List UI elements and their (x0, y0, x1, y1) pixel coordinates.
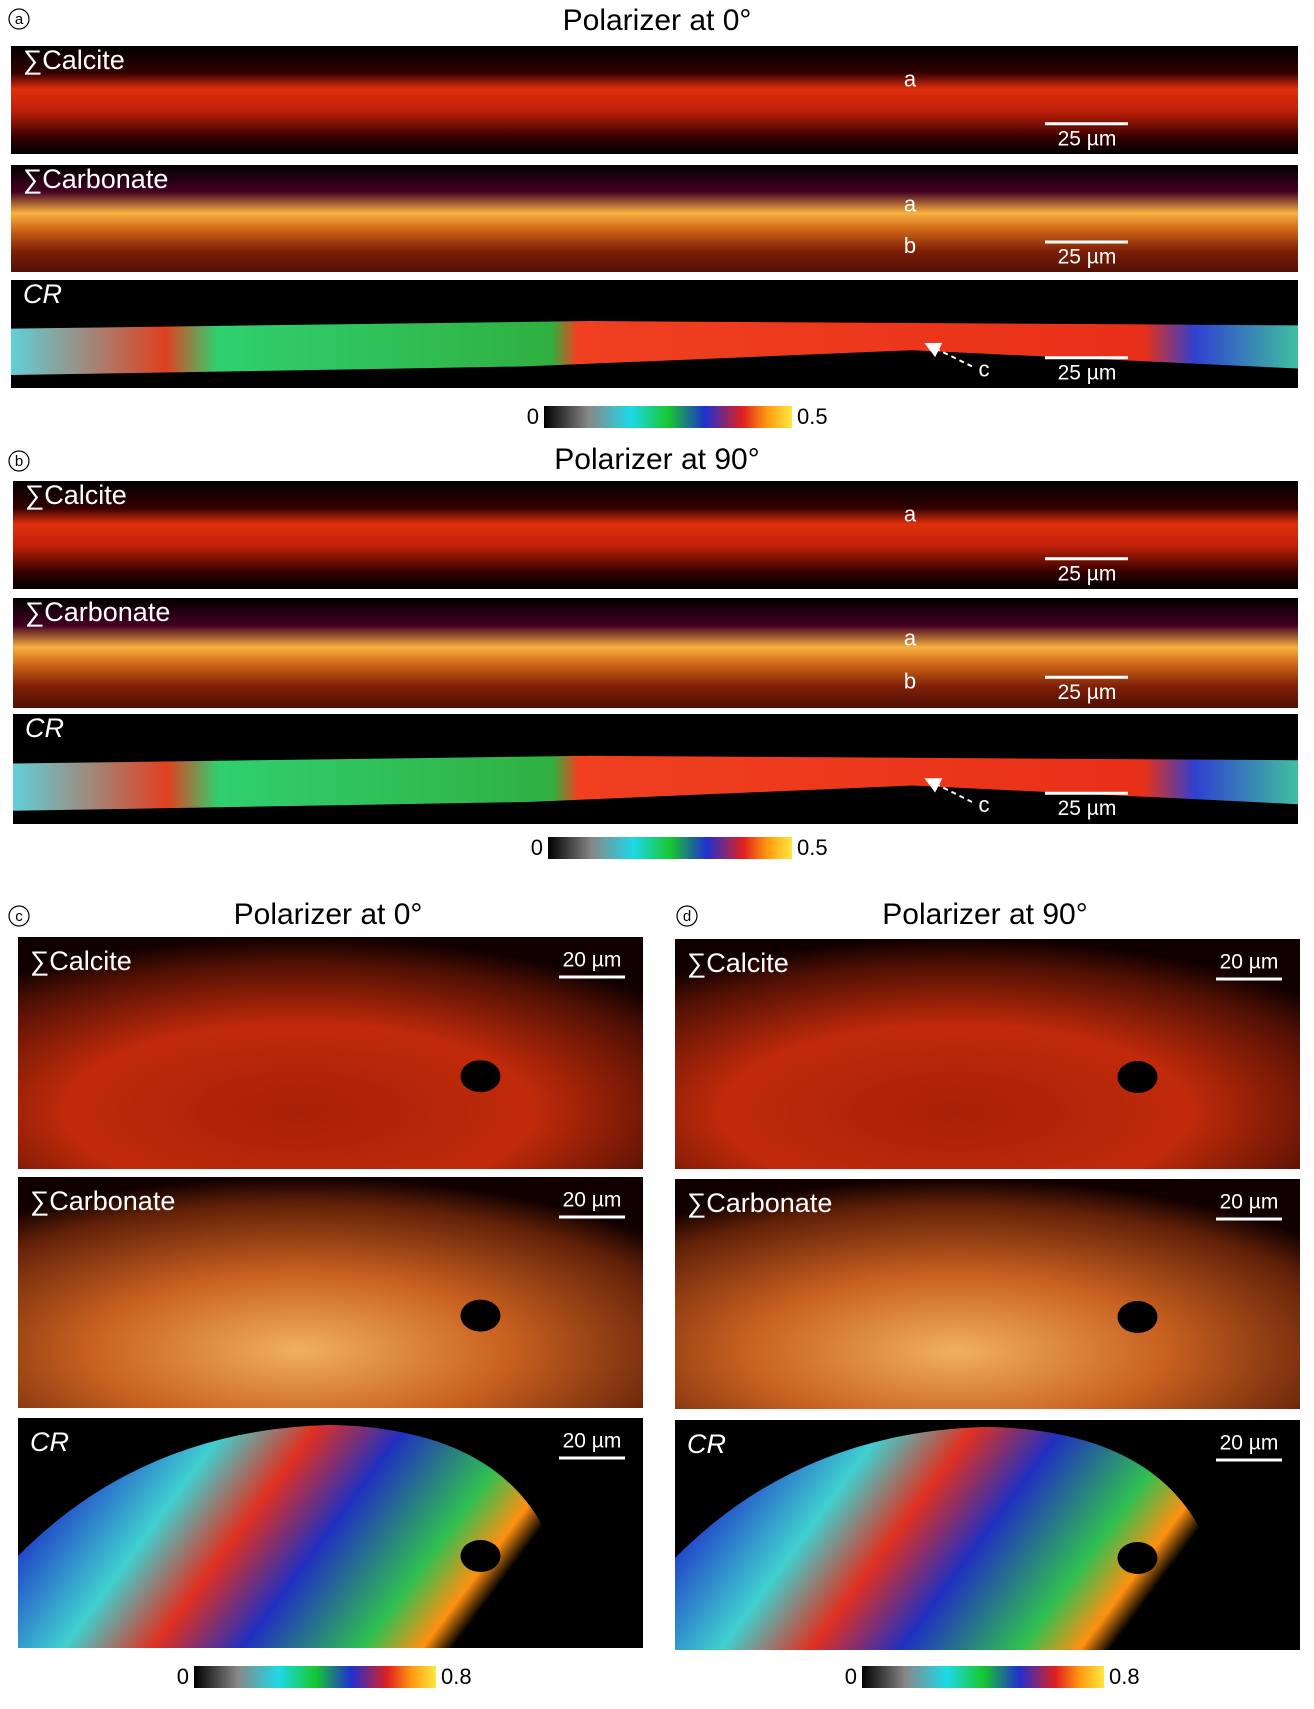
colorbar-max: 0.5 (797, 404, 828, 429)
map-label: ∑Carbonate (23, 164, 168, 194)
panel-label: d (683, 908, 691, 925)
scale-bar-label: 25 µm (1058, 681, 1117, 704)
scale-bar-label: 20 µm (1220, 951, 1279, 974)
map-label: ∑Calcite (25, 480, 127, 510)
page: a Polarizer at 0° 25 µm ∑Calcite a 25 µm ∑Carb… (0, 0, 1314, 1709)
panel-label: a (15, 11, 24, 28)
map-label: CR (23, 279, 62, 309)
colorbar-min: 0 (177, 1664, 189, 1689)
map-hole (461, 1300, 501, 1332)
marker-label: b (904, 233, 916, 258)
map-label: CR (30, 1427, 69, 1457)
scale-bar-label: 20 µm (563, 1430, 622, 1453)
marker-label: a (904, 626, 917, 651)
map-hole (1118, 1301, 1158, 1333)
colorbar (548, 837, 792, 859)
map-hole (1118, 1542, 1158, 1574)
scale-bar-label: 20 µm (1220, 1191, 1279, 1214)
scale-bar-label: 25 µm (1058, 246, 1117, 269)
panel-title: Polarizer at 90° (882, 898, 1087, 931)
map-label: ∑Carbonate (25, 597, 170, 627)
map-label: ∑Carbonate (30, 1186, 175, 1216)
map-hole (461, 1060, 501, 1092)
marker-label: c (979, 792, 990, 817)
panel-label: c (15, 908, 23, 925)
marker-label: b (904, 669, 916, 694)
colorbar-max: 0.8 (1109, 1664, 1140, 1689)
colorbar-min: 0 (531, 835, 543, 860)
panel-label: b (15, 453, 23, 470)
colorbar-max: 0.8 (441, 1664, 472, 1689)
map-label: ∑Calcite (30, 946, 132, 976)
map-label: CR (687, 1429, 726, 1459)
colorbar-min: 0 (527, 404, 539, 429)
marker-label: a (904, 66, 917, 91)
colorbar (194, 1666, 436, 1688)
panel-title: Polarizer at 0° (234, 898, 423, 931)
map-label: ∑Calcite (23, 45, 125, 75)
marker-label: a (904, 191, 917, 216)
scale-bar-label: 25 µm (1058, 563, 1117, 586)
colorbar-max: 0.5 (797, 835, 828, 860)
map-label: CR (25, 713, 64, 743)
scale-bar-label: 25 µm (1058, 128, 1117, 151)
map-hole (461, 1540, 501, 1572)
colorbar (862, 1666, 1104, 1688)
figure: a Polarizer at 0° 25 µm ∑Calcite a 25 µm ∑Carb… (0, 0, 1314, 1709)
marker-label: c (979, 357, 990, 382)
scale-bar-label: 20 µm (1220, 1432, 1279, 1455)
scale-bar-label: 20 µm (563, 949, 622, 972)
colorbar (544, 406, 792, 428)
marker-label: a (904, 501, 917, 526)
colorbar-min: 0 (845, 1664, 857, 1689)
map-label: ∑Calcite (687, 948, 789, 978)
scale-bar-label: 20 µm (563, 1189, 622, 1212)
map-label: ∑Carbonate (687, 1188, 832, 1218)
map-hole (1118, 1061, 1158, 1093)
panel-title: Polarizer at 90° (554, 443, 759, 476)
scale-bar-label: 25 µm (1058, 362, 1117, 385)
scale-bar-label: 25 µm (1058, 797, 1117, 820)
panel-title: Polarizer at 0° (563, 4, 752, 37)
